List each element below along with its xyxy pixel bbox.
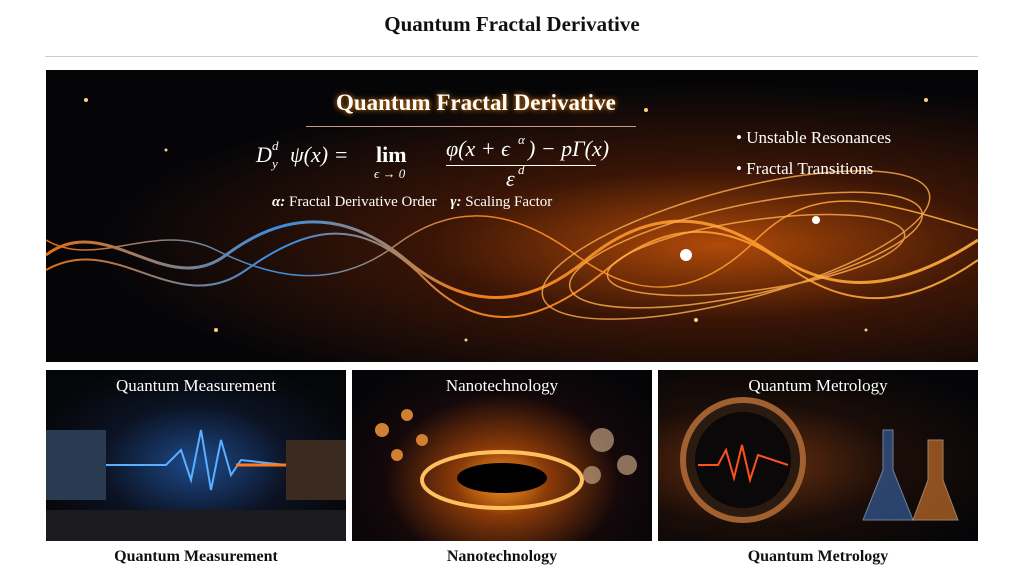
title-underline: [306, 126, 636, 127]
formula-denominator: ε: [506, 166, 515, 191]
legend-text: Scaling Factor: [465, 194, 553, 210]
fraction-bar: [446, 165, 596, 166]
formula-denominator-sup: d: [518, 162, 525, 177]
divider: [45, 56, 978, 57]
panel-art: [46, 429, 346, 541]
panel-art: [375, 409, 637, 510]
formula-sup: d: [272, 138, 279, 153]
formula-operator: D: [256, 142, 272, 167]
panel: Quantum Measurement: [46, 370, 346, 541]
bullet-list: Unstable Resonances Fractal Transitions: [736, 122, 891, 184]
legend: α: Fractal Derivative Order γ: Scaling F…: [272, 194, 552, 211]
formula-numerator-end: ) − pΓ(x): [528, 136, 610, 161]
legend-symbol: α:: [272, 194, 286, 210]
formula-limit-sub: ϵ → 0: [374, 166, 406, 181]
panel-title: Quantum Measurement: [115, 376, 277, 395]
legend-text: Fractal Derivative Order: [289, 194, 437, 210]
banner-art: [46, 98, 978, 342]
panel-caption: Quantum Measurement: [114, 548, 278, 565]
formula-numerator-sup: α: [518, 132, 525, 147]
formula-function: ψ(x) =: [290, 142, 349, 167]
panel: Quantum Metrology: [658, 370, 978, 541]
formula-limit: lim: [376, 142, 407, 167]
bullet: Fractal Transitions: [736, 153, 891, 184]
formula-numerator: φ(x + ϵ: [446, 136, 510, 161]
page-title: Quantum Fractal Derivative: [384, 12, 640, 36]
panel-title: Nanotechnology: [445, 376, 559, 395]
panel: Nanotechnology: [352, 370, 652, 541]
panel-title: Quantum Metrology: [748, 376, 888, 395]
banner-title: Quantum Fractal Derivative: [336, 90, 616, 115]
bullet: Unstable Resonances: [736, 122, 891, 153]
legend-symbol: γ:: [450, 194, 462, 210]
panel-caption: Nanotechnology: [446, 548, 558, 565]
banner: Quantum Fractal Derivative D d y ψ(x) = …: [46, 70, 978, 362]
panel-caption: Quantum Metrology: [747, 548, 889, 565]
formula-sub: y: [272, 156, 278, 171]
panel-art: [680, 397, 959, 523]
